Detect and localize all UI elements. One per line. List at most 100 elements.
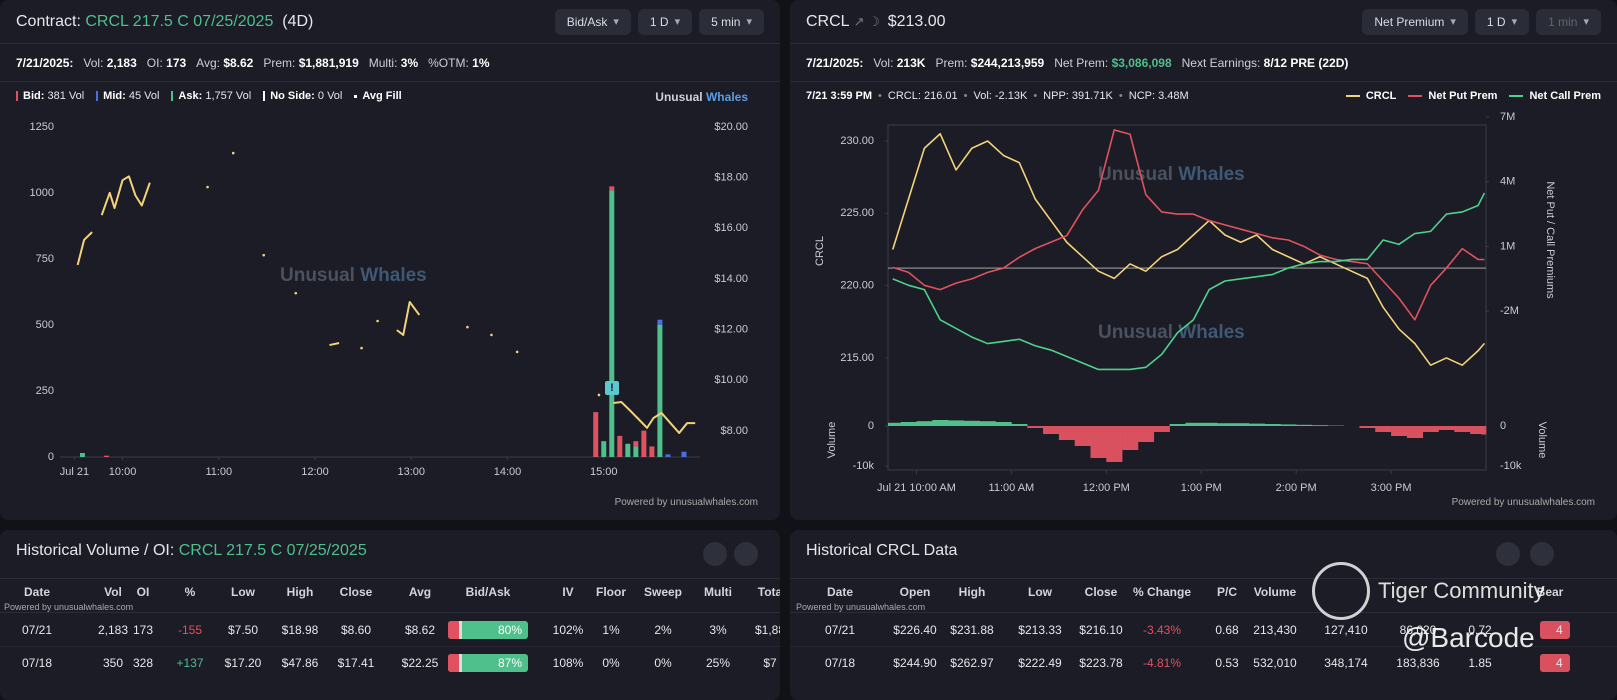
volume-bar — [1406, 426, 1424, 438]
brand-a: Unusual — [655, 90, 703, 104]
price-point — [466, 325, 469, 329]
volume-bar — [1481, 426, 1487, 435]
left-table: Historical Volume / OI: CRCL 217.5 C 07/… — [0, 530, 780, 700]
header: Contract: CRCL 217.5 C 07/25/2025 (4D) B… — [0, 0, 780, 44]
cell: 127,410 — [1324, 623, 1368, 637]
stat-label: Prem: — [263, 55, 296, 70]
legend-item: Ask: 1,757 Vol — [171, 90, 251, 102]
watermark: Unusual Whales — [1098, 164, 1245, 185]
volume-bar — [932, 420, 949, 426]
stat: %OTM: 1% — [428, 56, 489, 70]
x-tick-label: 13:00 — [398, 466, 426, 478]
cell: 102% — [552, 623, 584, 637]
bid-ask-value: 87% — [497, 656, 522, 670]
cell: 173 — [132, 623, 154, 637]
watermark-b: Whales — [1178, 164, 1245, 185]
volume-bar — [641, 430, 647, 457]
stat-date: 7/21/2025: — [806, 55, 864, 70]
cell: 3% — [709, 623, 727, 637]
left-panel: Contract: CRCL 217.5 C 07/25/2025 (4D) B… — [0, 0, 780, 520]
stat: Prem: $1,881,919 — [263, 56, 358, 70]
stat: Net Prem: $3,086,098 — [1054, 56, 1171, 70]
legend-swatch — [1408, 95, 1423, 98]
volume-bar — [1280, 424, 1297, 426]
stats: 7/21/2025: Vol: 213K Prem: $244,213,959 Net… — [790, 44, 1617, 82]
volume-bar — [617, 435, 623, 457]
cell: 213,430 — [1253, 623, 1297, 637]
cell: $223.78 — [1079, 656, 1123, 670]
volume-bar — [1296, 424, 1313, 426]
price-line — [329, 342, 340, 347]
column-header: Avg — [408, 585, 432, 599]
icon-button[interactable] — [1530, 542, 1554, 566]
x-tick-label: 15:00 — [590, 466, 618, 478]
y2-tick-label: -2M — [1500, 305, 1519, 317]
series-line — [892, 129, 1485, 321]
column-header: Low — [1028, 585, 1052, 599]
powered: Powered by unusualwhales.com — [4, 602, 134, 612]
volume-bar — [1074, 426, 1091, 446]
x-tick-label: 11:00 — [205, 466, 232, 478]
volume-bar — [1106, 426, 1123, 462]
stat-value: 213K — [896, 55, 926, 70]
cell: -4.81% — [1142, 656, 1182, 670]
volume-bar — [1169, 424, 1186, 426]
overlay-logo — [1312, 562, 1370, 620]
dropdown[interactable]: Bid/Ask — [554, 8, 631, 35]
footer: Powered by unusualwhales.com — [614, 497, 758, 508]
rowline — [790, 612, 1617, 613]
icon-button[interactable] — [1496, 542, 1520, 566]
controls: Bid/Ask1 D5 min — [554, 8, 764, 35]
stat-value: $244,213,959 — [970, 55, 1045, 70]
bid-ask-bar: 80% — [448, 621, 528, 639]
icon-button[interactable] — [703, 542, 727, 566]
icon-button[interactable] — [734, 542, 758, 566]
bear-cell: 4 — [1540, 654, 1570, 672]
volume-tick-label-right: -10k — [1500, 460, 1522, 472]
dropdown[interactable]: 1 D — [637, 8, 693, 35]
stats: 7/21/2025: Vol: 2,183 OI: 173 Avg: $8.62 Pre… — [0, 44, 780, 82]
dropdown[interactable]: 1 D — [1474, 8, 1530, 35]
stat-label: Avg: — [196, 55, 220, 70]
y-tick-label: 0 — [48, 451, 54, 463]
volume-tick-label: -10k — [853, 460, 875, 472]
price-point — [597, 393, 601, 397]
volume-label: Volume — [826, 422, 838, 459]
dropdown[interactable]: 5 min — [699, 8, 764, 35]
stat-label: Prem: — [935, 55, 968, 70]
column-header: High — [958, 585, 986, 599]
column-header: P/C — [1216, 585, 1238, 599]
volume-bar — [79, 453, 85, 457]
legend-swatch — [263, 91, 266, 102]
volume-bar — [649, 446, 655, 457]
legend: Bid: 381 Vol Mid: 45 Vol Ask: 1,757 Vol No … — [16, 90, 402, 102]
cell: 328 — [132, 656, 154, 670]
annotation: ! — [610, 382, 614, 394]
cell: $213.33 — [1018, 623, 1062, 637]
volume-bar — [593, 412, 599, 457]
y2-axis-label: Net Put / Call Premiums — [1544, 181, 1556, 299]
volume-bar — [979, 421, 996, 426]
y2-tick-label: $12.00 — [714, 324, 748, 336]
volume-label-right: Volume — [1536, 422, 1548, 459]
cell: $8.60 — [340, 623, 372, 637]
column-header: High — [286, 585, 314, 599]
price: $213.00 — [887, 12, 946, 30]
x-tick-label: 1:00 PM — [1181, 482, 1222, 494]
cell: $226.40 — [893, 623, 937, 637]
cell: $262.97 — [950, 656, 994, 670]
volume-bar — [1153, 426, 1170, 432]
volume-bar — [657, 325, 663, 457]
y2-tick-label: $14.00 — [714, 273, 748, 285]
volume-bar — [1438, 426, 1455, 430]
y-tick-label: 500 — [36, 319, 54, 331]
column-header: Close — [1084, 585, 1118, 599]
mid-part — [459, 654, 462, 672]
dropdown[interactable]: 1 min — [1536, 8, 1601, 35]
column-header: Date — [826, 585, 854, 599]
volume-bar — [900, 422, 917, 426]
cell: -155 — [177, 623, 203, 637]
volume-bar — [1122, 426, 1139, 450]
stat: Next Earnings: 8/12 PRE (22D) — [1182, 56, 1349, 70]
dropdown[interactable]: Net Premium — [1362, 8, 1468, 35]
